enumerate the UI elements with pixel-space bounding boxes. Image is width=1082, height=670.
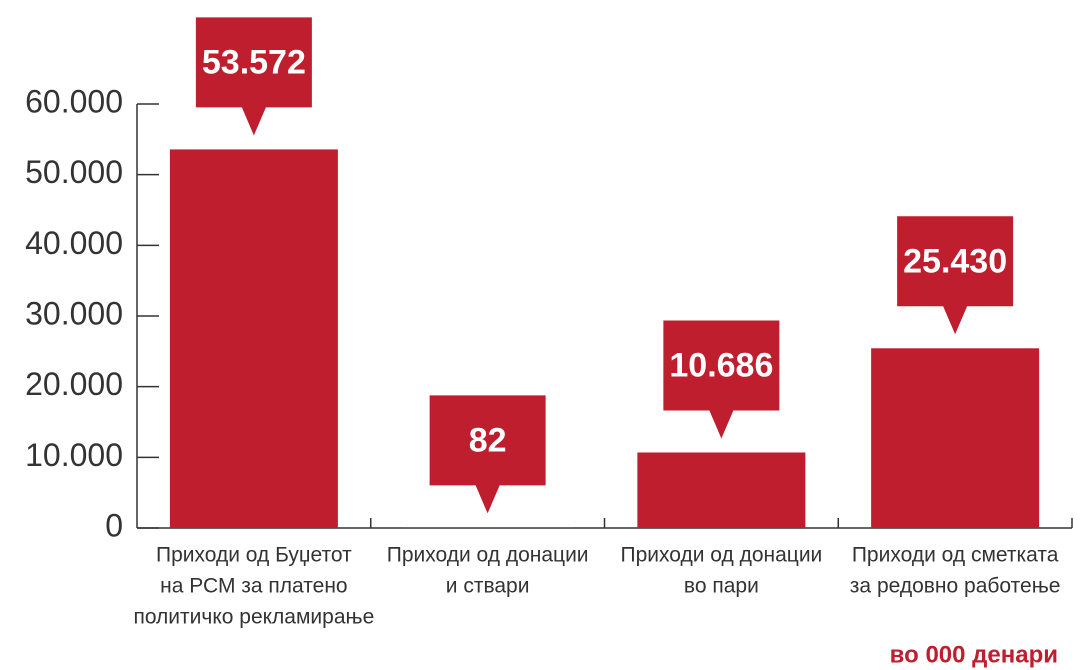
x-tick-label: Приходи од Буџетот <box>156 544 352 567</box>
y-tick-label: 10.000 <box>25 437 123 473</box>
x-tick-label: политичко рекламирање <box>133 606 374 629</box>
x-tick-label: на РСМ за платено <box>160 575 347 598</box>
y-tick-label: 20.000 <box>25 366 123 402</box>
x-tick-label: Приходи од донации <box>620 544 822 567</box>
callout <box>195 17 312 136</box>
value-label: 25.430 <box>903 242 1007 280</box>
callout <box>897 216 1014 335</box>
x-tick-label: Приходи од сметката <box>852 544 1059 567</box>
unit-note: во 000 денари <box>890 641 1058 668</box>
y-tick-label: 60.000 <box>25 83 123 119</box>
bar <box>169 149 338 528</box>
value-label: 10.686 <box>669 346 773 384</box>
bar <box>871 348 1040 528</box>
y-tick-label: 40.000 <box>25 225 123 261</box>
x-tick-label: за редовно работење <box>850 575 1061 598</box>
value-label: 53.572 <box>202 43 306 81</box>
callout <box>663 320 780 439</box>
x-tick-label: и ствари <box>446 575 530 598</box>
bar <box>637 452 806 528</box>
callout <box>429 395 546 514</box>
x-tick-label: во пари <box>684 575 759 598</box>
y-tick-label: 0 <box>105 507 123 543</box>
y-tick-label: 30.000 <box>25 295 123 331</box>
value-label: 82 <box>469 421 507 459</box>
bar <box>403 527 572 528</box>
x-tick-label: Приходи од донации <box>387 544 589 567</box>
y-tick-label: 50.000 <box>25 154 123 190</box>
